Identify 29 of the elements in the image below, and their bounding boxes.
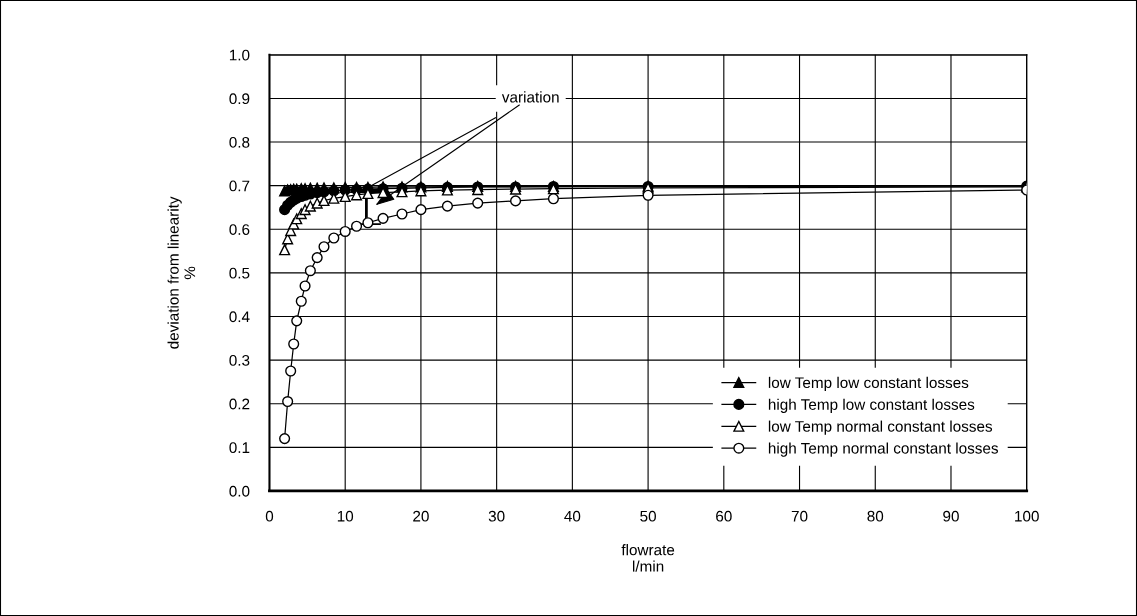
x-tick-label: 30 [488, 510, 505, 522]
x-tick-label: 50 [640, 510, 656, 522]
y-tick-label: 0.7 [229, 180, 250, 192]
x-tick-label: 100 [1015, 510, 1039, 522]
x-tick-label: 90 [943, 510, 959, 522]
y-tick-label: 0.5 [229, 267, 250, 279]
legend-label: low Temp normal constant losses [768, 420, 993, 435]
x-tick-label: 80 [867, 510, 884, 522]
y-tick-label: 0.9 [229, 93, 250, 105]
x-tick-label: 10 [337, 510, 354, 522]
y-tick-label: 0.4 [229, 311, 250, 323]
y-tick-label: 0.1 [229, 442, 250, 454]
y-axis-title: deviation from linearity % [167, 196, 196, 349]
annotation: variation [501, 91, 559, 103]
y-tick-label: 1.0 [229, 49, 250, 61]
y-tick-label: 0.3 [229, 354, 250, 366]
y-tick-label: 0.2 [229, 398, 250, 410]
x-tick-label: 40 [564, 510, 581, 522]
y-tick-label: 0.0 [229, 485, 250, 497]
legend-label: low Temp low constant losses [768, 376, 969, 392]
x-tick-label: 70 [791, 510, 808, 522]
x-tick-label: 20 [413, 510, 429, 522]
y-tick-label: 0.6 [229, 224, 250, 235]
x-tick-label: 0 [265, 510, 274, 522]
legend-label: high Temp low constant losses [768, 398, 975, 413]
legend-label: high Temp normal constant losses [768, 442, 999, 457]
x-tick-label: 60 [716, 510, 732, 522]
y-tick-label: 0.8 [229, 136, 250, 148]
x-axis-title: flowrate l/min [621, 544, 675, 572]
